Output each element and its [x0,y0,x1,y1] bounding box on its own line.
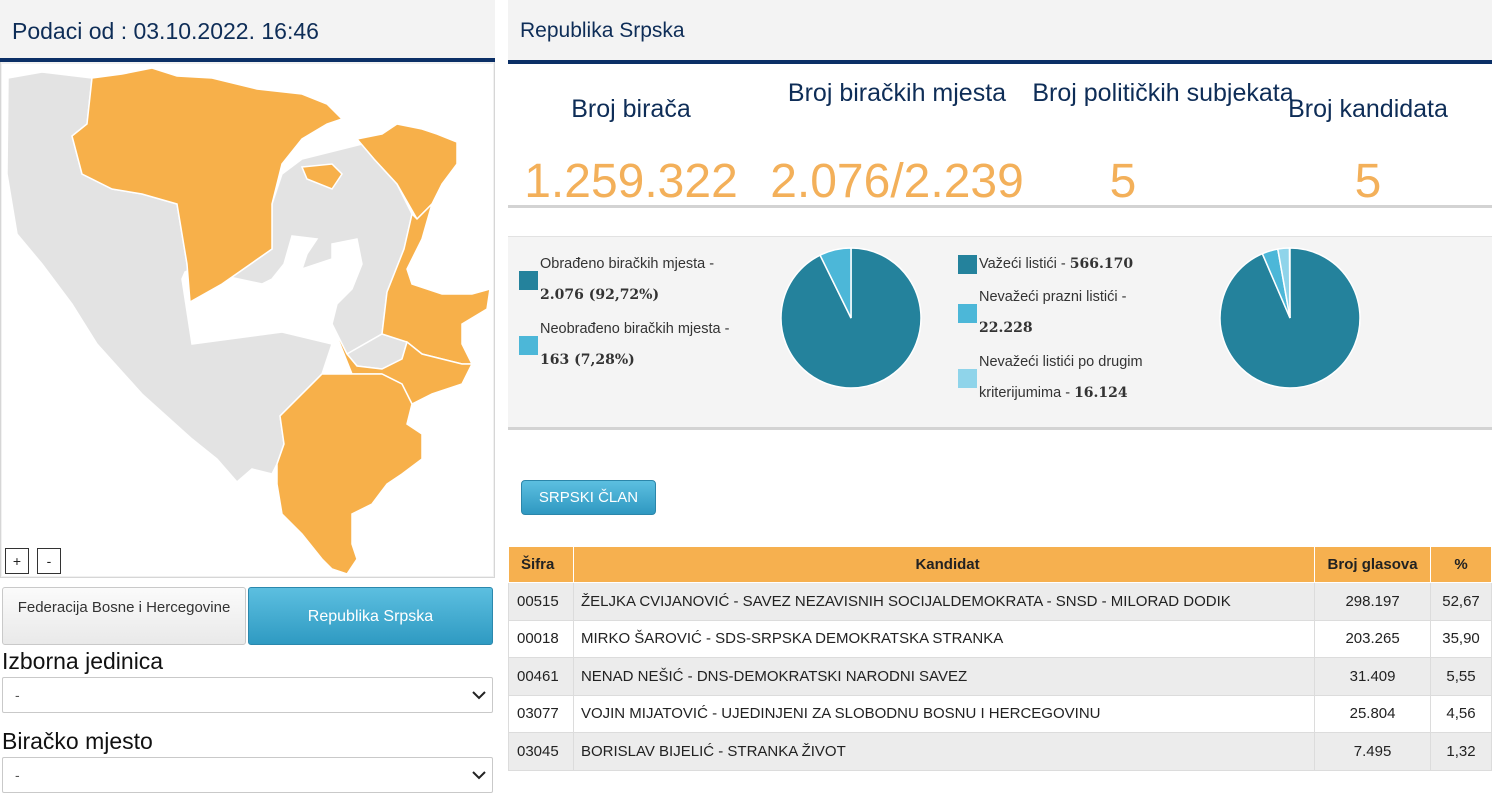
cell-candidate: VOJIN MIJATOVIĆ - UJEDINJENI ZA SLOBODNU… [572,694,1316,733]
cell-percent: 1,32 [1430,732,1492,771]
cell-votes: 31.409 [1314,657,1432,696]
table-row[interactable]: 00018 MIRKO ŠAROVIĆ - SDS-SRPSKA DEMOKRAT… [508,619,1492,658]
header-kandidat[interactable]: Kandidat [572,546,1316,583]
table-row[interactable]: 03077 VOJIN MIJATOVIĆ - UJEDINJENI ZA SLO… [508,694,1492,733]
srpski-clan-button[interactable]: SRPSKI ČLAN [521,480,656,515]
legend-neobradeno-value: 163 (7,28%) [540,352,635,368]
biracko-mjesto-select[interactable]: - [2,757,493,793]
legend-swatch-prazni [958,304,977,323]
stat-label-birachka-mjesta: Broj biračkih mjesta [787,79,1007,107]
entity-header: Republika Srpska [508,0,1492,64]
chevron-down-icon [472,691,486,700]
legend-neobradeno: Neobrađeno biračkih mjesta - 163 (7,28%) [540,314,755,376]
izborna-jedinica-label: Izborna jedinica [2,648,164,674]
cell-candidate: ŽELJKA CVIJANOVIĆ - SAVEZ NEZAVISNIH SOC… [572,582,1316,621]
legend-vazeci-label: Važeći listići - [979,256,1070,272]
legend-vazeci-value: 566.170 [1069,256,1134,272]
legend-swatch-vazeci [958,255,977,274]
legend-obradeno-value: 2.076 (92,72%) [540,287,660,303]
table-row[interactable]: 00515 ŽELJKA CVIJANOVIĆ - SAVEZ NEZAVISNI… [508,582,1492,621]
legend-vazeci: Važeći listići - 566.170 [979,249,1133,280]
data-timestamp: Podaci od : 03.10.2022. 16:46 [12,18,319,44]
chevron-down-icon [472,771,486,780]
cell-votes: 298.197 [1314,582,1432,621]
legend-prazni-label: Nevažeći prazni listići - [979,289,1127,305]
cell-candidate: BORISLAV BIJELIĆ - STRANKA ŽIVOT [572,732,1316,771]
pies-panel: Obrađeno biračkih mjesta - 2.076 (92,72%… [508,236,1492,430]
cell-votes: 7.495 [1314,732,1432,771]
bih-map[interactable] [2,64,493,576]
stat-value-birachi: 1.259.322 [524,155,738,208]
legend-drugi-kriterijumi-label: Nevažeći listići po drugim kriterijumima… [979,354,1143,401]
legend-swatch-obradeno [519,271,538,290]
stats-panel: Broj birača 1.259.322 Broj biračkih mjes… [508,68,1492,208]
legend-prazni-value: 22.228 [979,320,1033,336]
cell-code: 03045 [508,732,574,771]
cell-code: 03077 [508,694,574,733]
entity-button-fbih[interactable]: Federacija Bosne i Hercegovine [2,587,246,645]
table-header-row: Šifra Kandidat Broj glasova % [508,546,1492,583]
stat-value-birachka-mjesta: 2.076/2.239 [770,155,1024,208]
map-region-rs-semberija[interactable] [355,123,458,221]
cell-code: 00461 [508,657,574,696]
cell-votes: 25.804 [1314,694,1432,733]
cell-votes: 203.265 [1314,619,1432,658]
legend-obradeno-label: Obrađeno biračkih mjesta - [540,256,715,272]
stat-value-politicki-subjekti: 5 [1109,155,1137,208]
cell-candidate: MIRKO ŠAROVIĆ - SDS-SRPSKA DEMOKRATSKA S… [572,619,1316,658]
map-region-rs-herzegovina[interactable] [276,373,423,575]
entity-title: Republika Srpska [520,19,685,42]
cell-code: 00515 [508,582,574,621]
biracko-mjesto-label: Biračko mjesto [2,728,153,754]
pie-chart-listici[interactable] [1219,247,1361,389]
cell-percent: 35,90 [1430,619,1492,658]
entity-button-rs[interactable]: Republika Srpska [248,587,493,645]
header-sifra[interactable]: Šifra [508,546,574,583]
header-procenat[interactable]: % [1430,546,1492,583]
stat-label-politicki-subjekti: Broj političkih subjekata [1032,79,1294,107]
pie1-slice-1[interactable] [819,247,852,319]
table-row[interactable]: 03045 BORISLAV BIJELIĆ - STRANKA ŽIVOT 7.4… [508,732,1492,771]
stat-label-kandidati: Broj kandidata [1288,95,1448,123]
data-timestamp-header: Podaci od : 03.10.2022. 16:46 [0,0,495,62]
legend-swatch-drugi-kriterijumi [958,369,977,388]
table-row[interactable]: 00461 NENAD NEŠIĆ - DNS-DEMOKRATSKI NAROD… [508,657,1492,696]
stat-value-kandidati: 5 [1354,155,1382,208]
izborna-jedinica-select[interactable]: - [2,677,493,713]
map-region-rs-north[interactable] [71,67,344,304]
map-region-rs-small[interactable] [300,163,343,190]
cell-percent: 4,56 [1430,694,1492,733]
cell-percent: 52,67 [1430,582,1492,621]
izborna-jedinica-value: - [15,687,20,703]
legend-obradeno: Obrađeno biračkih mjesta - 2.076 (92,72%… [540,249,745,311]
legend-drugi-kriterijumi-value: 16.124 [1074,385,1128,401]
legend-swatch-neobradeno [519,336,538,355]
zoom-out-button[interactable]: - [37,548,61,574]
pie2-slice-2[interactable] [1276,247,1291,319]
cell-percent: 5,55 [1430,657,1492,696]
zoom-in-button[interactable]: + [5,548,29,574]
biracko-mjesto-value: - [15,767,20,783]
pie-chart-birachka-mjesta[interactable] [780,247,922,389]
stat-label-birachi: Broj birača [571,95,691,123]
map-area[interactable] [2,64,493,576]
header-broj-glasova[interactable]: Broj glasova [1314,546,1432,583]
legend-neobradeno-label: Neobrađeno biračkih mjesta - [540,321,730,337]
legend-prazni: Nevažeći prazni listići - 22.228 [979,282,1179,344]
legend-drugi-kriterijumi: Nevažeći listići po drugim kriterijumima… [979,347,1184,409]
cell-code: 00018 [508,619,574,658]
cell-candidate: NENAD NEŠIĆ - DNS-DEMOKRATSKI NARODNI SA… [572,657,1316,696]
results-table: Šifra Kandidat Broj glasova % 00515 ŽELJK… [508,546,1492,771]
map-region-rs-east[interactable] [381,201,491,365]
